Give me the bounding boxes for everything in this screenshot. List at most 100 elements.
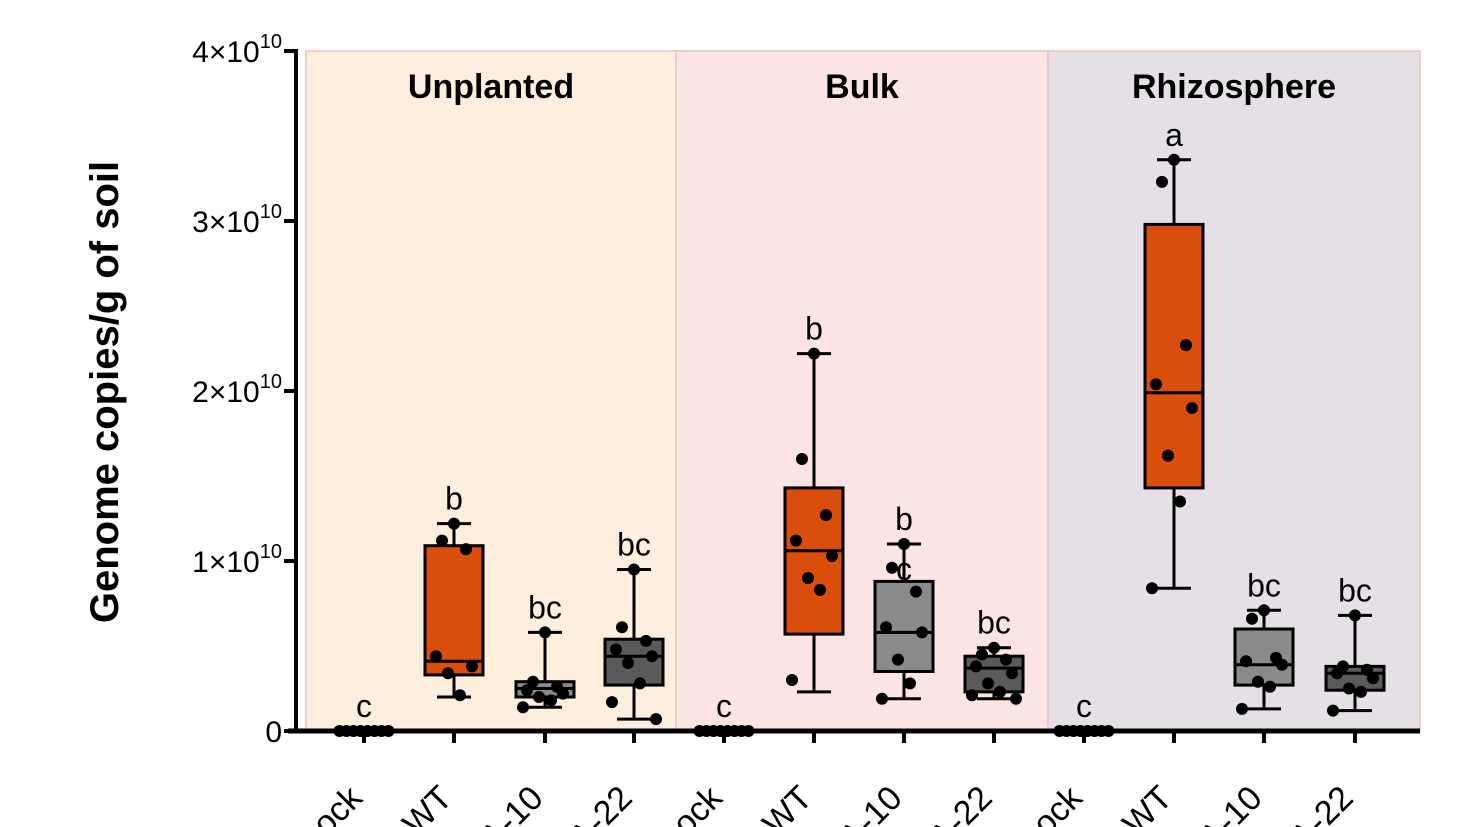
y-tick-label: 4×1010 [192,31,282,69]
x-tick-label: A-10 [1192,779,1270,827]
data-point [460,543,472,556]
data-point [796,453,808,465]
data-point [1006,667,1018,680]
significance-letter: bc [1247,567,1281,603]
data-point [790,534,802,547]
significance-letter: c [356,688,372,724]
significance-letter: c [716,688,732,724]
data-point [454,689,466,702]
data-point [448,517,460,530]
data-point [646,650,658,663]
data-point [1180,339,1192,352]
x-tick-label: A-22 [1283,779,1361,827]
data-point [808,347,820,360]
box-group [693,725,755,737]
y-axis-title: Genome copies/g of soil [83,161,127,623]
significance-letter: b [445,481,463,517]
data-point [1236,702,1248,715]
box-group [1143,153,1205,595]
panel-background [675,50,1049,732]
data-point [1174,495,1186,508]
x-tick-label: A-10 [832,779,910,827]
data-point [886,561,898,574]
data-point [430,650,442,663]
data-point [802,572,814,584]
data-point [616,621,628,634]
data-point [1240,655,1252,668]
data-point [1146,582,1158,595]
data-point [1150,378,1162,391]
data-point [1361,663,1373,676]
significance-letter: bc [977,605,1011,641]
data-point [880,621,892,634]
data-point [826,549,838,562]
box-marks [333,153,1386,737]
data-point [1327,704,1339,717]
box-group [873,538,935,705]
data-point [442,667,454,680]
x-tick-label: ock [1025,778,1090,827]
data-point [892,653,904,666]
data-point [1331,667,1343,680]
data-point [634,677,646,690]
data-point [982,677,994,690]
significance-letter: bc [1338,572,1372,608]
data-point [976,648,988,661]
box-group [963,641,1025,705]
significance-letter: bc [528,589,562,625]
data-point [1186,402,1198,414]
data-point [910,585,922,598]
data-point [606,696,618,709]
data-point [970,660,982,673]
significance-letter: c [896,551,912,587]
data-point [1156,175,1168,188]
panel-backgrounds [305,50,1421,732]
box-iqr [1143,222,1205,490]
data-point [1252,675,1264,688]
significance-letter: b [895,501,913,537]
data-point [545,694,557,707]
box-group [333,725,395,737]
data-point [1000,653,1012,666]
data-point [966,689,978,702]
significance-letter: c [1076,688,1092,724]
data-point [1258,604,1270,617]
x-tick-label: WT [395,779,459,827]
box-group [603,563,665,726]
data-point [786,674,798,686]
data-point [610,643,622,656]
data-point [898,538,910,550]
data-point [628,563,640,576]
box-group [1053,725,1115,737]
x-tick-label: A-22 [922,779,1000,827]
y-tick-label: 1×1010 [192,541,282,579]
box-group [1233,604,1295,715]
data-point [557,687,569,700]
data-point [1343,682,1355,695]
data-point [1010,692,1022,705]
axes [284,49,1420,743]
y-tick-label: 3×1010 [192,201,282,239]
significance-letter: a [1165,117,1183,153]
significance-letter: bc [617,527,651,563]
significance-letter: b [805,311,823,347]
box-group [1324,609,1386,717]
data-point [1102,725,1115,737]
y-tick-label: 0 [265,716,282,749]
y-tick-label: 2×1010 [192,371,282,409]
panel-background [305,50,677,732]
data-point [1355,685,1367,698]
data-point [640,634,652,647]
data-point [994,685,1006,698]
data-point [1162,449,1174,462]
data-point [533,691,545,703]
x-tick-label: ock [305,778,370,827]
x-tick-label: ock [665,778,730,827]
data-point [742,725,755,737]
data-point [1168,153,1180,166]
data-point [1349,609,1361,622]
data-point [527,675,539,688]
data-point [1264,680,1276,693]
data-point [521,684,533,697]
